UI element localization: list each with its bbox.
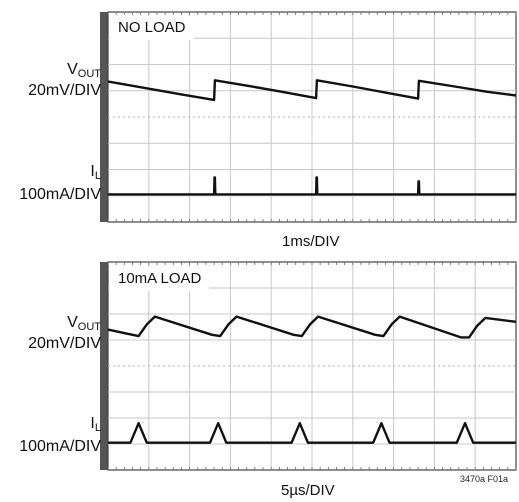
il-label-sub: L [94,422,101,434]
panel-title: NO LOAD [110,16,194,40]
il-label-main: I [90,163,95,180]
vout-trace [107,79,517,102]
scope-plot [100,261,517,471]
il-label-sub: L [94,170,101,182]
scope-left-bar [100,262,108,470]
timebase-label: 5µs/DIV [281,482,335,499]
il-label: IL [90,415,101,434]
il-trace [108,176,516,196]
il-trace [108,421,516,444]
il-scale: 100mA/DIV [19,186,101,203]
vout-scale: 20mV/DIV [28,82,101,99]
vout-label-main: V [67,61,78,78]
scope-left-bar [100,12,108,222]
scope-panel-10ma-load: 10mA LOAD VOUT 20mV/DIV IL 100mA/DIV 5µs… [0,250,519,502]
vout-label: VOUT [67,61,101,80]
scope-panel-no-load: NO LOAD VOUT 20mV/DIV IL 100mA/DIV 1ms/D… [0,0,519,250]
vout-trace [107,315,517,339]
vout-scale: 20mV/DIV [28,335,101,352]
vout-label-sub: OUT [77,321,101,333]
figure-code: 3470a F01a [460,474,509,484]
il-scale: 100mA/DIV [19,438,101,455]
vout-label: VOUT [67,314,101,333]
timebase-label: 1ms/DIV [282,233,340,250]
scope-plot [100,11,517,223]
il-label: IL [90,163,101,182]
vout-label-sub: OUT [77,68,101,80]
vout-label-main: V [67,314,78,331]
panel-title: 10mA LOAD [110,267,210,291]
il-label-main: I [90,415,95,432]
